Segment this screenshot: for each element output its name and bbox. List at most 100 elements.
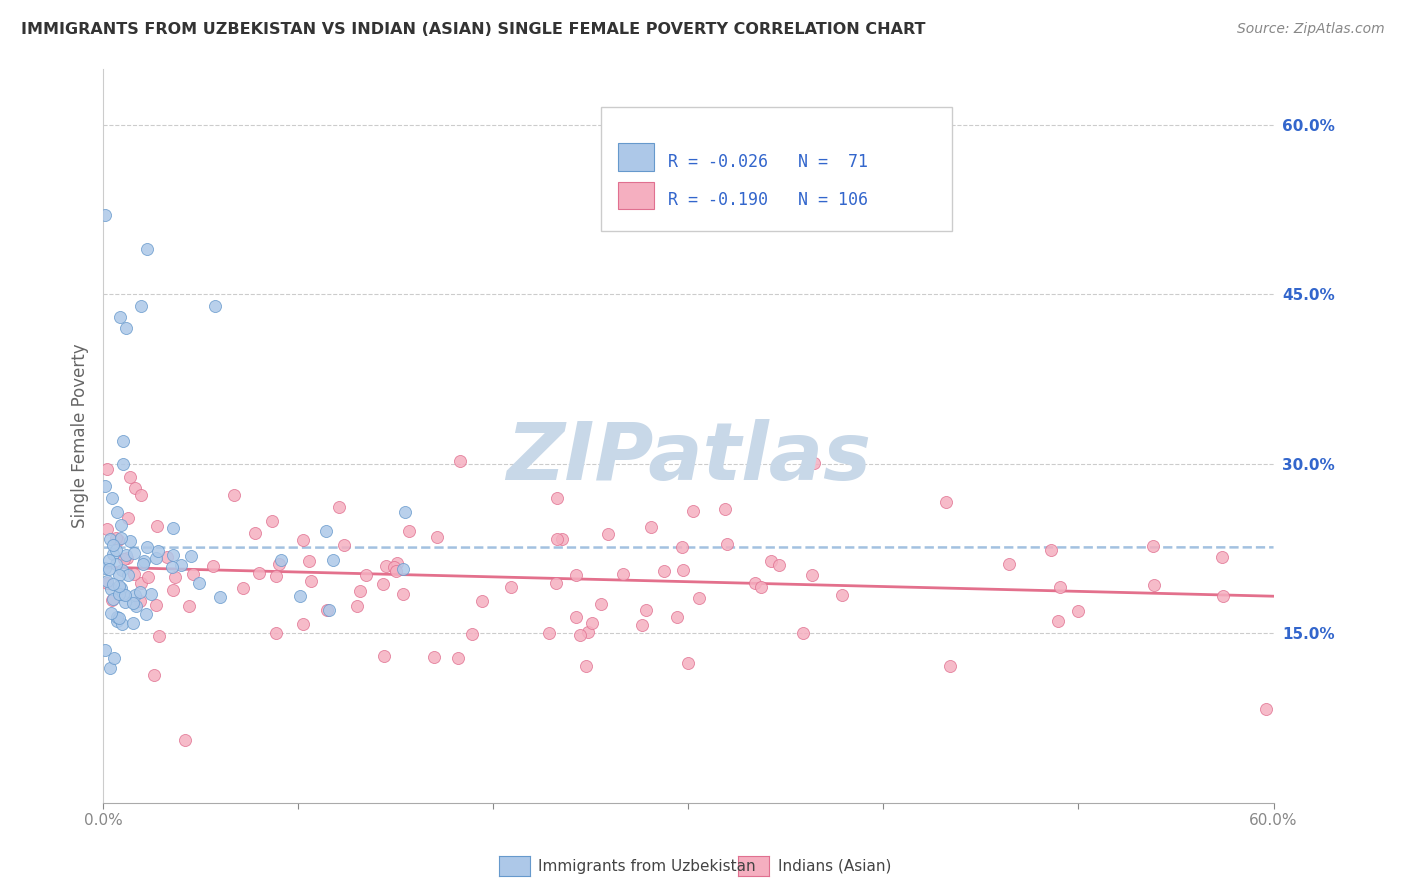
Point [97,553,120,567]
Point [98,661,121,675]
Point [101,491,124,505]
Point [110,517,132,532]
Point [471,594,494,608]
Point [98,532,121,546]
Point [1142,539,1164,553]
Point [132,554,155,568]
Point [546,533,568,547]
Point [104,557,127,571]
Point [792,626,814,640]
Text: Indians (Asian): Indians (Asian) [778,859,891,873]
Point [129,488,152,502]
Point [100,606,122,620]
Point [125,599,148,613]
Point [422,650,444,665]
Point [129,299,152,313]
Point [105,615,128,629]
Point [249,566,271,580]
Point [688,591,710,605]
Point [499,581,522,595]
Point [105,532,128,546]
Point [105,542,128,557]
Point [232,581,254,595]
Point [148,629,170,643]
Point [264,626,287,640]
Point [676,657,699,671]
Point [714,501,737,516]
Point [111,587,134,601]
Point [170,558,193,572]
Point [1142,578,1164,592]
Point [537,626,560,640]
Point [131,557,153,571]
Point [103,650,125,665]
Point [208,591,231,605]
Point [800,567,823,582]
Point [94,561,117,575]
Point [162,521,184,535]
Point [114,595,136,609]
Text: IMMIGRANTS FROM UZBEKISTAN VS INDIAN (ASIAN) SINGLE FEMALE POVERTY CORRELATION C: IMMIGRANTS FROM UZBEKISTAN VS INDIAN (AS… [21,22,925,37]
Point [1039,543,1062,558]
Point [461,627,484,641]
Point [398,524,420,538]
Point [94,643,117,657]
Point [315,524,337,538]
Point [105,609,128,624]
Point [107,611,129,625]
Point [120,469,142,483]
Point [101,577,124,591]
Point [112,552,135,566]
Point [373,648,395,663]
Point [1211,550,1233,565]
Point [1066,604,1088,618]
Point [385,556,408,570]
Point [124,546,146,560]
Point [112,434,135,449]
Point [114,588,136,602]
Point [935,495,957,509]
Point [630,618,652,632]
Point [654,564,676,578]
Point [129,575,152,590]
Text: R = -0.190   N = 106: R = -0.190 N = 106 [668,191,868,209]
Point [596,527,619,541]
Point [322,553,344,567]
Point [768,558,790,573]
Point [716,537,738,551]
Point [136,570,159,584]
Point [108,568,131,582]
Point [831,588,853,602]
Point [117,511,139,525]
Point [581,615,603,630]
Point [122,566,145,581]
Point [749,581,772,595]
Point [356,568,378,582]
Text: ZIPatlas: ZIPatlas [506,418,870,497]
Point [94,208,117,222]
Point [315,603,337,617]
Point [374,558,396,573]
Point [179,599,201,614]
Point [143,668,166,682]
Point [155,550,177,565]
FancyBboxPatch shape [619,182,654,210]
Point [382,560,405,574]
Point [1046,614,1069,628]
Y-axis label: Single Female Poverty: Single Female Poverty [72,343,89,528]
Point [187,575,209,590]
Point [544,576,567,591]
Point [135,607,157,622]
Point [118,534,141,549]
Point [94,479,117,493]
Point [640,520,662,534]
Point [634,603,657,617]
Point [998,557,1021,571]
Point [101,547,124,561]
Point [101,538,124,552]
Point [589,597,612,611]
Point [101,592,124,607]
Point [575,658,598,673]
Point [105,505,128,519]
Point [803,456,825,470]
